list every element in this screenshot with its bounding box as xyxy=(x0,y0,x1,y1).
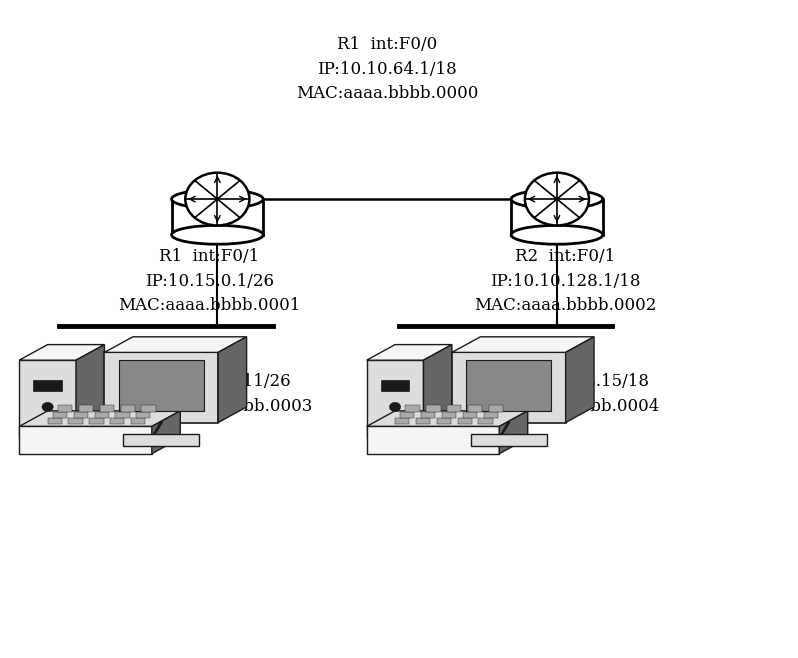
FancyBboxPatch shape xyxy=(89,418,104,424)
Circle shape xyxy=(185,172,250,226)
FancyBboxPatch shape xyxy=(442,412,456,418)
Circle shape xyxy=(389,402,401,412)
FancyBboxPatch shape xyxy=(466,360,551,411)
Polygon shape xyxy=(76,345,105,438)
FancyBboxPatch shape xyxy=(119,360,204,411)
FancyBboxPatch shape xyxy=(395,418,409,424)
FancyBboxPatch shape xyxy=(468,405,482,412)
Polygon shape xyxy=(152,411,180,454)
Polygon shape xyxy=(424,345,452,438)
FancyBboxPatch shape xyxy=(421,412,436,418)
Polygon shape xyxy=(19,411,180,426)
Polygon shape xyxy=(105,353,218,422)
FancyBboxPatch shape xyxy=(426,405,440,412)
Text: R2  int:F0/1
IP:10.10.128.1/18
MAC:aaaa.bbbb.0002: R2 int:F0/1 IP:10.10.128.1/18 MAC:aaaa.b… xyxy=(474,248,656,315)
Polygon shape xyxy=(452,353,566,422)
Polygon shape xyxy=(566,337,594,422)
Polygon shape xyxy=(500,411,527,454)
FancyBboxPatch shape xyxy=(124,434,200,446)
FancyBboxPatch shape xyxy=(437,418,451,424)
FancyBboxPatch shape xyxy=(463,412,477,418)
Polygon shape xyxy=(19,360,76,438)
Text: 主机B
IP:10.10.128.15/18
MAC:aaaa.bbbb.0004: 主机B IP:10.10.128.15/18 MAC:aaaa.bbbb.000… xyxy=(477,349,660,415)
FancyBboxPatch shape xyxy=(172,199,263,235)
Polygon shape xyxy=(218,337,247,422)
Polygon shape xyxy=(105,337,247,353)
Polygon shape xyxy=(19,426,152,454)
Ellipse shape xyxy=(172,190,263,209)
Polygon shape xyxy=(452,337,594,353)
FancyBboxPatch shape xyxy=(94,412,109,418)
FancyBboxPatch shape xyxy=(120,405,135,412)
FancyBboxPatch shape xyxy=(471,434,547,446)
Ellipse shape xyxy=(512,226,602,244)
FancyBboxPatch shape xyxy=(34,380,61,392)
FancyBboxPatch shape xyxy=(479,418,492,424)
FancyBboxPatch shape xyxy=(48,418,61,424)
Circle shape xyxy=(525,172,589,226)
FancyBboxPatch shape xyxy=(512,199,602,235)
Text: R1  int:F0/0
IP:10.10.64.1/18
MAC:aaaa.bbbb.0000: R1 int:F0/0 IP:10.10.64.1/18 MAC:aaaa.bb… xyxy=(296,36,478,103)
FancyBboxPatch shape xyxy=(58,405,73,412)
Ellipse shape xyxy=(512,190,602,209)
Circle shape xyxy=(42,402,53,412)
Ellipse shape xyxy=(172,226,263,244)
FancyBboxPatch shape xyxy=(116,412,129,418)
FancyBboxPatch shape xyxy=(141,405,156,412)
FancyBboxPatch shape xyxy=(131,418,145,424)
FancyBboxPatch shape xyxy=(53,412,67,418)
FancyBboxPatch shape xyxy=(405,405,420,412)
Polygon shape xyxy=(366,345,452,360)
FancyBboxPatch shape xyxy=(136,412,150,418)
FancyBboxPatch shape xyxy=(484,412,498,418)
FancyBboxPatch shape xyxy=(69,418,83,424)
FancyBboxPatch shape xyxy=(489,405,503,412)
FancyBboxPatch shape xyxy=(447,405,461,412)
Polygon shape xyxy=(19,345,105,360)
FancyBboxPatch shape xyxy=(401,412,414,418)
FancyBboxPatch shape xyxy=(100,405,114,412)
Polygon shape xyxy=(366,360,424,438)
Text: R1  int:F0/1
IP:10.15.0.1/26
MAC:aaaa.bbbb.0001: R1 int:F0/1 IP:10.15.0.1/26 MAC:aaaa.bbb… xyxy=(118,248,301,315)
FancyBboxPatch shape xyxy=(110,418,124,424)
FancyBboxPatch shape xyxy=(381,380,409,392)
FancyBboxPatch shape xyxy=(416,418,430,424)
Text: 主机A
IP:10.15.0.11/26
MAC:aaaa.bbbb.0003: 主机A IP:10.15.0.11/26 MAC:aaaa.bbbb.0003 xyxy=(130,349,313,415)
FancyBboxPatch shape xyxy=(79,405,93,412)
Polygon shape xyxy=(366,411,527,426)
Polygon shape xyxy=(366,426,500,454)
FancyBboxPatch shape xyxy=(73,412,88,418)
FancyBboxPatch shape xyxy=(457,418,472,424)
